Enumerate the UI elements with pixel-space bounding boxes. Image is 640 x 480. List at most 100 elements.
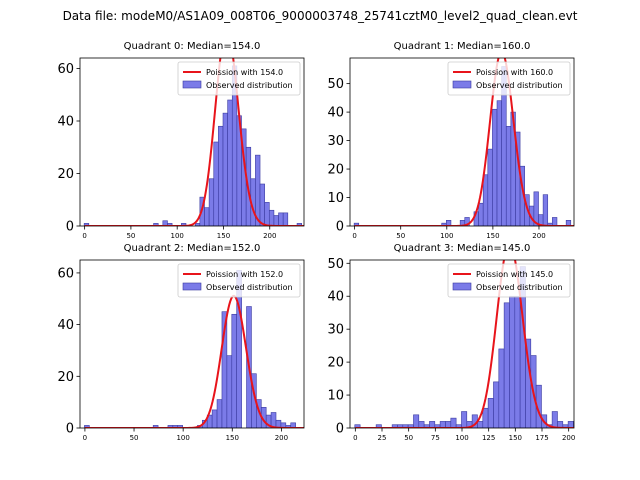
plot-area: [83, 58, 304, 226]
histogram-bar: [208, 178, 215, 226]
x-tick-label: 50: [396, 232, 405, 240]
x-tick-label: 50: [126, 232, 135, 240]
x-tick-label: 0: [353, 434, 357, 442]
histogram-bar: [487, 398, 494, 428]
legend-box: [447, 61, 571, 96]
histogram-bar: [213, 141, 219, 226]
x-tick-label: 200: [562, 434, 575, 442]
histogram-bar: [450, 417, 457, 428]
axes-frame: [79, 57, 305, 227]
histogram-bar: [278, 212, 284, 226]
legend: Poission with 154.0 Observed distribution: [177, 61, 301, 96]
legend-label-curve: Poission with 154.0: [206, 68, 283, 77]
histogram-bar: [493, 381, 500, 428]
histogram-bar: [461, 411, 468, 428]
y-tick-label: 0: [66, 422, 74, 437]
chart-title: Quadrant 2: Median=152.0: [124, 243, 261, 254]
histogram-bar: [509, 295, 516, 428]
histogram-bar: [514, 295, 521, 428]
y-tick-label: 20: [57, 370, 74, 385]
axes-frame: [349, 57, 575, 227]
x-tick-label: 50: [404, 434, 413, 442]
histogram-bar: [482, 174, 489, 226]
x-tick-label: 150: [509, 434, 522, 442]
histogram-bar: [218, 125, 224, 226]
poisson-curve: [84, 58, 304, 226]
histogram-bar: [264, 202, 270, 226]
chart-title: Quadrant 1: Median=160.0: [394, 41, 531, 52]
x-tick-label: 150: [486, 232, 499, 240]
y-tick-label: 0: [336, 422, 344, 437]
histogram-bar: [211, 409, 218, 428]
legend: Poission with 152.0 Observed distribution: [177, 263, 301, 298]
histogram-bar: [551, 411, 558, 428]
y-tick-label: 50: [327, 77, 344, 92]
y-tick-label: 20: [327, 356, 344, 371]
legend-label-bars: Observed distribution: [476, 81, 563, 90]
histogram-bar: [552, 217, 558, 226]
histogram-bar: [482, 407, 489, 428]
histogram-bar: [177, 425, 183, 428]
x-tick-label: 100: [171, 232, 184, 240]
x-tick-label: 200: [532, 232, 545, 240]
y-tick-label: 20: [327, 163, 344, 178]
plot-area: [353, 58, 574, 226]
legend: Poission with 145.0 Observed distribution: [447, 263, 571, 298]
legend-box: [177, 263, 301, 298]
histogram-bar: [222, 112, 228, 226]
x-tick-label: 25: [378, 434, 387, 442]
legend-label-curve: Poission with 152.0: [206, 270, 283, 279]
axes-frame: [79, 259, 305, 429]
x-tick-label: 150: [226, 434, 239, 442]
histogram-bar: [579, 425, 584, 428]
legend-bar-swatch: [182, 80, 202, 89]
histogram-bar: [204, 207, 210, 226]
histogram-bar: [227, 99, 233, 226]
histogram-bar: [167, 223, 173, 226]
histogram-bar: [231, 313, 237, 428]
histogram-bar: [83, 223, 90, 226]
histogram-bar: [181, 223, 187, 226]
y-tick-label: 60: [57, 62, 74, 77]
histogram-bar: [226, 355, 233, 428]
y-tick-label: 20: [57, 167, 74, 182]
histogram-bar: [503, 302, 510, 428]
x-tick-label: 125: [482, 434, 495, 442]
chart-panel-3: Quadrant 3: Median=145.00 25 50 75 100 125 150…: [327, 243, 584, 442]
histogram-bar: [487, 148, 493, 226]
y-tick-label: 40: [327, 106, 344, 121]
y-tick-label: 30: [327, 134, 344, 149]
histogram-bar: [498, 348, 505, 428]
x-tick-label: 200: [275, 434, 288, 442]
legend-label-curve: Poission with 160.0: [476, 68, 553, 77]
histogram-bar: [152, 425, 159, 428]
legend-bar-swatch: [452, 282, 472, 291]
histogram-bar: [464, 217, 470, 226]
y-tick-label: 60: [57, 266, 74, 281]
legend-box: [177, 61, 301, 96]
chart-panel-2: Quadrant 2: Median=152.0 0 50 100 150 200 0 20 4…: [57, 243, 305, 442]
x-tick-label: 0: [83, 434, 87, 442]
figure-suptitle: Data file: modeM0/AS1A09_008T06_90000037…: [63, 9, 578, 23]
histogram-bar: [478, 202, 484, 226]
histogram-bar: [282, 212, 289, 226]
y-tick-label: 40: [57, 115, 74, 130]
histogram-bar: [496, 100, 502, 226]
y-tick-label: 30: [327, 323, 344, 338]
x-tick-label: 100: [176, 434, 189, 442]
legend-label-bars: Observed distribution: [476, 283, 563, 292]
histogram-bar: [216, 399, 223, 428]
histogram-bar: [84, 425, 90, 428]
x-tick-label: 0: [82, 232, 86, 240]
x-tick-label: 150: [217, 232, 230, 240]
chart-panel-1: Quadrant 1: Median=160.0 0 50 100 150 200 0 10 2…: [327, 41, 575, 240]
legend-bar-swatch: [182, 282, 202, 291]
histogram-bar: [153, 223, 159, 226]
legend-label-curve: Poission with 145.0: [476, 270, 553, 279]
x-tick-label: 175: [535, 434, 548, 442]
legend-label-bars: Observed distribution: [206, 81, 293, 90]
y-tick-label: 40: [327, 290, 344, 305]
poisson-curve: [84, 294, 304, 428]
histogram-bar: [505, 126, 512, 226]
